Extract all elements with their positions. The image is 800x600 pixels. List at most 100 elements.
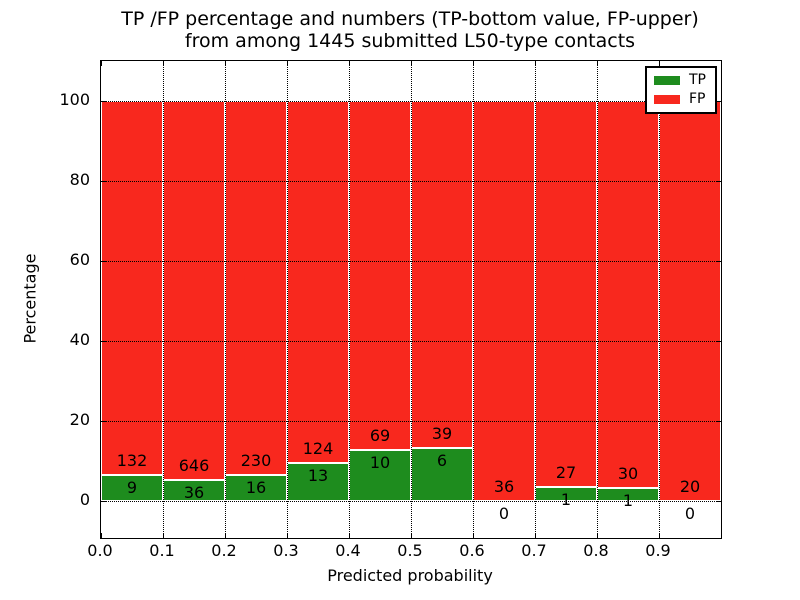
chart-title-line-1: TP /FP percentage and numbers (TP-bottom… (121, 8, 699, 30)
x-tick-label: 0.8 (583, 541, 609, 560)
y-tick-label: 20 (69, 410, 90, 429)
y-tick-mark (101, 181, 106, 182)
bar-tp-count-label: 6 (436, 450, 448, 470)
y-tick-mark-right (716, 261, 721, 262)
bar-tp-count-label: 10 (369, 453, 391, 473)
bar-fp-count-label: 132 (116, 451, 148, 471)
bar-tp-count-label: 0 (684, 504, 696, 523)
legend: TP FP (645, 66, 717, 114)
legend-label-fp: FP (689, 90, 706, 107)
y-tick-label: 80 (69, 170, 90, 189)
legend-swatch-fp-icon (654, 94, 680, 104)
bar-fp-segment (163, 101, 225, 480)
x-tick-mark (287, 533, 288, 538)
y-tick-mark-right (716, 181, 721, 182)
legend-entry-fp: FP (654, 90, 708, 107)
gridline-vertical (225, 61, 226, 538)
y-tick-label: 60 (69, 250, 90, 269)
bar-tp-segment (225, 474, 287, 501)
bar-tp-count-label: 13 (307, 466, 329, 486)
bar-fp-segment (287, 101, 349, 464)
chart-title-line-2: from among 1445 submitted L50-type conta… (184, 30, 636, 52)
bar-fp-count-label: 69 (369, 426, 391, 446)
bar-tp-count-label: 16 (245, 477, 267, 497)
x-tick-mark (101, 533, 102, 538)
bar-fp-segment (597, 101, 659, 489)
x-tick-mark-top (225, 61, 226, 66)
gridline-vertical (349, 61, 350, 538)
legend-swatch-tp-icon (654, 76, 680, 86)
y-tick-mark-right (716, 101, 721, 102)
x-tick-mark-top (101, 61, 102, 66)
x-tick-mark-top (349, 61, 350, 66)
x-tick-mark-top (411, 61, 412, 66)
x-tick-mark-top (597, 61, 598, 66)
y-tick-mark (101, 261, 106, 262)
y-tick-mark-right (716, 501, 721, 502)
y-tick-mark (101, 101, 106, 102)
gridline-vertical (535, 61, 536, 538)
gridline-horizontal (101, 421, 721, 422)
gridline-vertical (411, 61, 412, 538)
bar-fp-count-label: 646 (178, 455, 210, 475)
gridline-horizontal (101, 101, 721, 102)
x-tick-mark-top (659, 61, 660, 66)
y-tick-label: 0 (79, 490, 90, 509)
x-tick-mark (225, 533, 226, 538)
bar-tp-segment (101, 475, 163, 501)
x-axis-label: Predicted probability (327, 566, 493, 585)
gridline-horizontal (101, 501, 721, 502)
bar-tp-count-label: 1 (560, 489, 572, 509)
bar-tp-count-label: 0 (498, 504, 510, 523)
plot-area: 132 9 646 36 230 16 124 13 69 10 39 6 36 0 27 1 30 1 20 0 (100, 60, 722, 539)
x-tick-label: 0.9 (645, 541, 671, 560)
x-tick-label: 0.4 (335, 541, 361, 560)
bar-fp-count-label: 124 (302, 439, 334, 459)
x-tick-label: 0.3 (273, 541, 299, 560)
y-tick-label: 100 (59, 90, 90, 109)
bar-fp-segment (473, 101, 535, 501)
x-tick-mark-top (535, 61, 536, 66)
gridline-horizontal (101, 181, 721, 182)
x-tick-label: 0.1 (149, 541, 175, 560)
x-tick-label: 0.0 (87, 541, 113, 560)
x-tick-mark-top (163, 61, 164, 66)
bar-fp-count-label: 39 (431, 423, 453, 443)
y-tick-mark-right (716, 341, 721, 342)
gridline-vertical (163, 61, 164, 538)
legend-label-tp: TP (689, 72, 706, 89)
x-tick-label: 0.5 (397, 541, 423, 560)
gridline-vertical (597, 61, 598, 538)
legend-entry-tp: TP (654, 73, 708, 88)
y-axis-label: Percentage (20, 253, 40, 344)
bar-tp-count-label: 9 (126, 478, 138, 498)
gridline-vertical (287, 61, 288, 538)
bar-fp-count-label: 27 (555, 462, 577, 482)
gridline-horizontal (101, 261, 721, 262)
x-tick-label: 0.6 (459, 541, 485, 560)
y-tick-mark (101, 421, 106, 422)
gridline-horizontal (101, 341, 721, 342)
x-tick-mark (597, 533, 598, 538)
bar-fp-segment (101, 101, 163, 476)
gridline-vertical (659, 61, 660, 538)
y-tick-mark-right (716, 421, 721, 422)
x-tick-mark (473, 533, 474, 538)
bar-tp-segment (287, 463, 349, 501)
y-tick-mark (101, 501, 106, 502)
bar-fp-segment (411, 101, 473, 448)
y-tick-mark (101, 341, 106, 342)
x-tick-mark (411, 533, 412, 538)
x-tick-mark-top (473, 61, 474, 66)
bar-fp-segment (535, 101, 597, 487)
bar-tp-count-label: 1 (622, 491, 634, 511)
x-tick-mark (659, 533, 660, 538)
bar-fp-count-label: 230 (240, 450, 272, 470)
x-tick-label: 0.7 (521, 541, 547, 560)
x-tick-mark (535, 533, 536, 538)
bar-fp-segment (659, 101, 721, 501)
x-tick-mark-top (287, 61, 288, 66)
bar-fp-segment (349, 101, 411, 451)
x-tick-mark (349, 533, 350, 538)
